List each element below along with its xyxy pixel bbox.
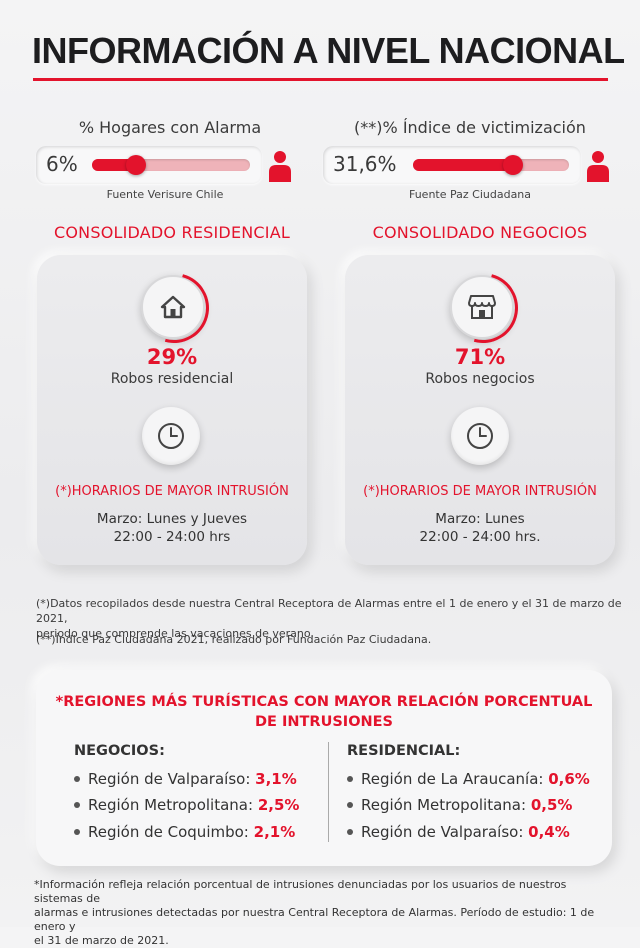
source-label: Fuente Verisure Chile <box>106 188 224 201</box>
percent-business: 71% <box>454 345 506 369</box>
region-name: Región de Valparaíso: <box>361 823 524 841</box>
slider-knob <box>502 155 523 175</box>
heading-residential: CONSOLIDADO RESIDENCIAL <box>54 223 290 242</box>
note-index-source: (**)Índice Paz Ciudadana 2021, realizado… <box>36 633 432 646</box>
footnote-line: el 31 de marzo de 2021. <box>34 934 169 947</box>
slider-fill <box>413 159 513 171</box>
list-item: Región de La Araucanía: 0,6% <box>347 770 590 788</box>
region-name: Región Metropolitana: <box>361 796 527 814</box>
regions-title-line: *REGIONES MÁS TURÍSTICAS CON MAYOR RELAC… <box>55 694 593 710</box>
footnote-line: *Información refleja relación porcentual… <box>34 878 567 905</box>
region-value: 2,1% <box>253 823 296 841</box>
schedule-days: Marzo: Lunes y Jueves <box>96 511 248 527</box>
bullet-icon <box>347 801 353 808</box>
bullet-icon <box>74 828 80 835</box>
regions-title-line: DE INTRUSIONES <box>255 714 393 730</box>
title-underline <box>33 78 608 81</box>
region-name: Región Metropolitana: <box>88 796 254 814</box>
percent-label: Robos residencial <box>110 371 234 387</box>
column-divider <box>328 742 329 842</box>
footnote: *Información refleja relación porcentual… <box>34 878 614 948</box>
region-value: 2,5% <box>257 796 300 814</box>
list-item: Región de Valparaíso: 0,4% <box>347 823 570 841</box>
region-value: 0,6% <box>548 770 590 788</box>
person-icon <box>587 151 609 182</box>
slider-track <box>413 155 569 175</box>
bullet-icon <box>347 775 353 782</box>
percent-residential: 29% <box>146 345 198 369</box>
card-business: 71% Robos negocios (*)HORARIOS DE MAYOR … <box>345 255 615 565</box>
list-item: Región de Coquimbo: 2,1% <box>74 823 295 841</box>
note-line: (*)Datos recopilados desde nuestra Centr… <box>36 597 622 625</box>
region-value: 0,4% <box>528 823 570 841</box>
stat-label-victimization: (**)% Índice de victimización <box>354 118 586 137</box>
schedule-days: Marzo: Lunes <box>435 511 525 527</box>
note-data-source: (*)Datos recopilados desde nuestra Centr… <box>36 596 636 641</box>
stat-value: 31,6% <box>333 152 397 176</box>
clock-icon <box>467 423 493 449</box>
schedule-heading: (*)HORARIOS DE MAYOR INTRUSIÓN <box>55 484 289 499</box>
bullet-icon <box>74 775 80 782</box>
business-heading: NEGOCIOS: <box>74 743 165 759</box>
bullet-icon <box>74 801 80 808</box>
person-icon <box>269 151 291 182</box>
bullet-icon <box>347 828 353 835</box>
region-value: 0,5% <box>530 796 573 814</box>
stat-label-alarm-homes: % Hogares con Alarma <box>78 118 262 137</box>
page-title: INFORMACIÓN A NIVEL NACIONAL <box>32 30 625 71</box>
list-item: Región de Valparaíso: 3,1% <box>74 770 297 788</box>
heading-business: CONSOLIDADO NEGOCIOS <box>372 223 588 242</box>
store-icon-badge <box>450 275 514 339</box>
list-item: Región Metropolitana: 0,5% <box>347 796 572 814</box>
schedule-hours: 22:00 - 24:00 hrs <box>113 529 231 545</box>
stat-slider-alarm-homes: 6% <box>36 146 262 184</box>
region-name: Región de La Araucanía: <box>361 770 544 788</box>
house-icon <box>160 295 186 319</box>
stat-slider-victimization: 31,6% <box>323 146 581 184</box>
slider-track <box>92 155 250 175</box>
region-name: Región de Coquimbo: <box>88 823 249 841</box>
stat-value: 6% <box>46 152 78 176</box>
regions-panel: *REGIONES MÁS TURÍSTICAS CON MAYOR RELAC… <box>36 670 612 866</box>
residential-heading: RESIDENCIAL: <box>347 743 461 759</box>
schedule-heading: (*)HORARIOS DE MAYOR INTRUSIÓN <box>363 484 597 499</box>
regions-title: *REGIONES MÁS TURÍSTICAS CON MAYOR RELAC… <box>36 692 612 732</box>
house-icon-badge <box>141 275 205 339</box>
region-value: 3,1% <box>255 770 297 788</box>
clock-icon <box>158 423 184 449</box>
card-residential: 29% Robos residencial (*)HORARIOS DE MAY… <box>37 255 307 565</box>
slider-knob <box>126 155 147 175</box>
store-icon <box>468 295 496 319</box>
clock-icon-badge <box>451 407 509 465</box>
note-line: periodo que comprende las vacaciones de … <box>36 627 314 640</box>
source-label: Fuente Paz Ciudadana <box>408 188 532 201</box>
list-item: Región Metropolitana: 2,5% <box>74 796 299 814</box>
region-name: Región de Valparaíso: <box>88 770 251 788</box>
footnote-line: alarmas e intrusiones detectadas por nue… <box>34 906 595 933</box>
schedule-hours: 22:00 - 24:00 hrs. <box>419 529 541 545</box>
slider-fill <box>92 159 137 171</box>
percent-label: Robos negocios <box>425 371 535 387</box>
clock-icon-badge <box>142 407 200 465</box>
